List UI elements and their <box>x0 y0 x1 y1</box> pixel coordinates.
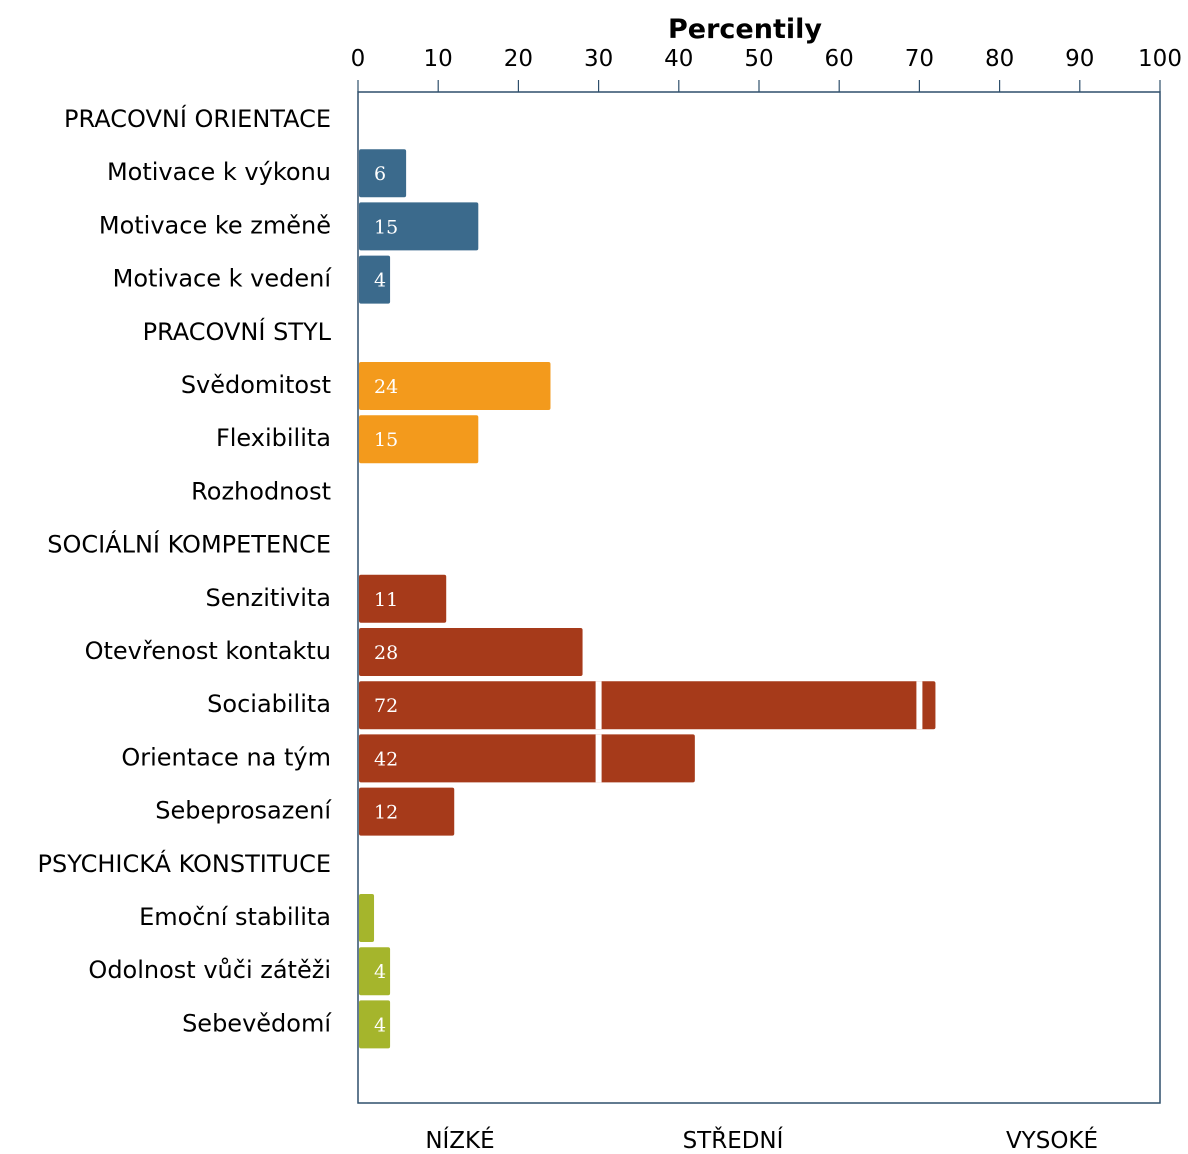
x-tick-label: 60 <box>825 46 854 72</box>
bar <box>359 628 583 676</box>
bar-value-label: 11 <box>374 589 398 611</box>
bar-value-label: 4 <box>374 961 386 983</box>
bar <box>359 1000 391 1049</box>
x-tick-label: 40 <box>664 46 693 72</box>
x-tick-label: 20 <box>504 46 533 72</box>
x-tick-label: 70 <box>905 46 934 72</box>
row-label: Motivace ke změně <box>99 211 331 239</box>
band-label: NÍZKÉ <box>425 1126 494 1154</box>
bar <box>359 574 447 623</box>
bar-value-label: 15 <box>374 429 398 451</box>
group-label: PSYCHICKÁ KONSTITUCE <box>38 849 331 878</box>
bar <box>359 362 551 410</box>
x-tick-label: 0 <box>351 46 366 72</box>
band-separator <box>595 734 602 783</box>
row-label: Flexibilita <box>216 424 331 452</box>
bar-value-label: 42 <box>374 748 398 770</box>
row-label: Sociabilita <box>207 690 331 718</box>
row-label: Motivace k výkonu <box>107 158 331 186</box>
bar <box>359 894 375 942</box>
group-label: SOCIÁLNÍ KOMPETENCE <box>47 530 331 559</box>
x-axis-title: Percentily <box>668 14 822 45</box>
bar <box>359 947 391 996</box>
group-label: PRACOVNÍ ORIENTACE <box>64 104 331 133</box>
row-label: Svědomitost <box>181 371 331 399</box>
bar <box>359 255 391 304</box>
x-tick-label: 80 <box>985 46 1014 72</box>
band-label: STŘEDNÍ <box>683 1126 784 1154</box>
bar-value-label: 15 <box>374 216 398 238</box>
band-separator <box>916 681 923 730</box>
x-tick-label: 50 <box>744 46 773 72</box>
row-label: Sebevědomí <box>182 1009 332 1037</box>
bar <box>359 681 936 730</box>
bar <box>359 787 455 836</box>
plot-frame <box>357 91 1161 1104</box>
x-tick-label: 30 <box>584 46 613 72</box>
bar-value-label: 28 <box>374 642 398 664</box>
x-tick-label: 10 <box>424 46 453 72</box>
row-label: Sebeprosazení <box>155 797 332 825</box>
bar-value-label: 6 <box>374 163 386 185</box>
bar <box>359 202 479 251</box>
bar-value-label: 72 <box>374 695 398 717</box>
bar-value-label: 4 <box>374 270 386 292</box>
bar-value-label: 12 <box>374 802 398 824</box>
band-label: VYSOKÉ <box>1006 1126 1098 1154</box>
row-label: Orientace na tým <box>121 743 331 771</box>
row-label: Motivace k vedení <box>113 265 333 293</box>
band-separator <box>595 681 602 730</box>
bars: 6 15 4 24 15 11 28 72 42 12 4 4 <box>359 149 936 1049</box>
x-axis-ticks: 0 10 20 30 40 50 60 70 80 90 100 <box>351 46 1182 92</box>
group-label: PRACOVNÍ STYL <box>143 317 332 346</box>
row-label: Senzitivita <box>205 584 331 612</box>
bar-value-label: 24 <box>374 376 398 398</box>
row-label: Odolnost vůči zátěži <box>88 956 331 984</box>
x-tick-label: 90 <box>1065 46 1094 72</box>
bar <box>359 734 695 783</box>
row-label: Emoční stabilita <box>139 903 331 931</box>
row-labels: PRACOVNÍ ORIENTACE Motivace k výkonu Motiv… <box>38 104 333 1037</box>
bar <box>359 415 479 464</box>
bar-value-label: 4 <box>374 1014 386 1036</box>
row-label: Otevřenost kontaktu <box>85 637 331 665</box>
band-labels: NÍZKÉ STŘEDNÍ VYSOKÉ <box>425 1126 1098 1154</box>
x-tick-label: 100 <box>1138 46 1182 72</box>
row-label: Rozhodnost <box>191 477 331 505</box>
bar <box>359 149 407 198</box>
